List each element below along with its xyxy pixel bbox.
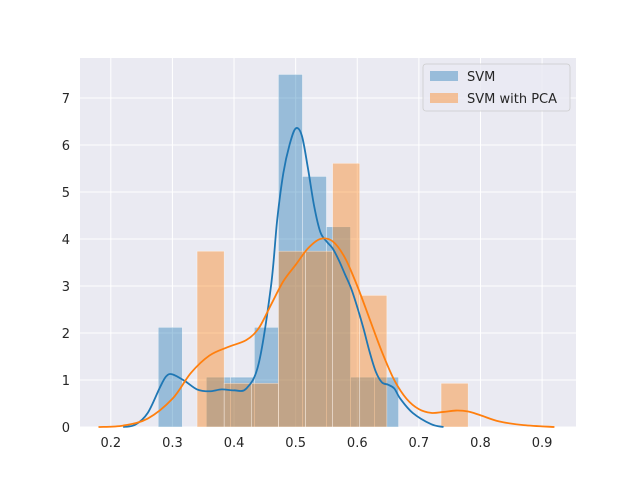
legend-label-svm-with-pca: SVM with PCA <box>467 92 557 107</box>
bar-svm <box>254 327 279 428</box>
x-tick-label: 0.2 <box>100 436 121 451</box>
kde-curves <box>98 127 555 428</box>
y-tick-label: 5 <box>62 186 70 201</box>
x-tick-label: 0.5 <box>285 436 306 451</box>
bar-svm <box>278 74 303 428</box>
legend-swatch-svm <box>430 71 458 81</box>
y-tick-label: 3 <box>62 280 70 295</box>
legend: SVM SVM with PCA <box>422 63 571 112</box>
bar-svm <box>350 376 375 428</box>
x-axis-ticks: 0.2 0.3 0.4 0.5 0.6 0.7 0.8 0.9 <box>100 436 552 451</box>
kde-curve-svm <box>122 127 444 428</box>
bar-svm <box>230 376 255 428</box>
bar-svm <box>374 376 399 428</box>
y-tick-label: 4 <box>62 233 70 248</box>
y-tick-label: 7 <box>62 92 70 107</box>
y-tick-label: 1 <box>62 374 70 389</box>
y-tick-label: 6 <box>62 139 70 154</box>
legend-swatch-svm-with-pca <box>430 93 458 103</box>
bar-svm <box>206 376 231 428</box>
histogram-bars <box>157 74 469 428</box>
bar-svm-with-pca <box>196 250 225 428</box>
x-tick-label: 0.6 <box>347 436 368 451</box>
y-tick-label: 2 <box>62 327 70 342</box>
bar-svm-with-pca <box>305 250 333 428</box>
x-tick-label: 0.7 <box>409 436 430 451</box>
x-tick-label: 0.3 <box>162 436 183 451</box>
x-tick-label: 0.4 <box>224 436 245 451</box>
bar-svm-with-pca <box>332 162 361 428</box>
bar-svm-with-pca <box>440 382 469 428</box>
legend-box <box>422 63 571 112</box>
x-tick-label: 0.9 <box>532 436 553 451</box>
kde-curve-svm-with-pca <box>98 237 555 428</box>
bar-svm-with-pca <box>359 295 388 428</box>
y-tick-label: 0 <box>62 421 70 436</box>
legend-label-svm: SVM <box>467 70 495 85</box>
bar-svm-with-pca <box>250 382 279 428</box>
y-axis-ticks: 0 1 2 3 4 5 6 7 <box>62 92 70 436</box>
x-tick-label: 0.8 <box>470 436 491 451</box>
bar-svm-with-pca <box>278 250 306 428</box>
